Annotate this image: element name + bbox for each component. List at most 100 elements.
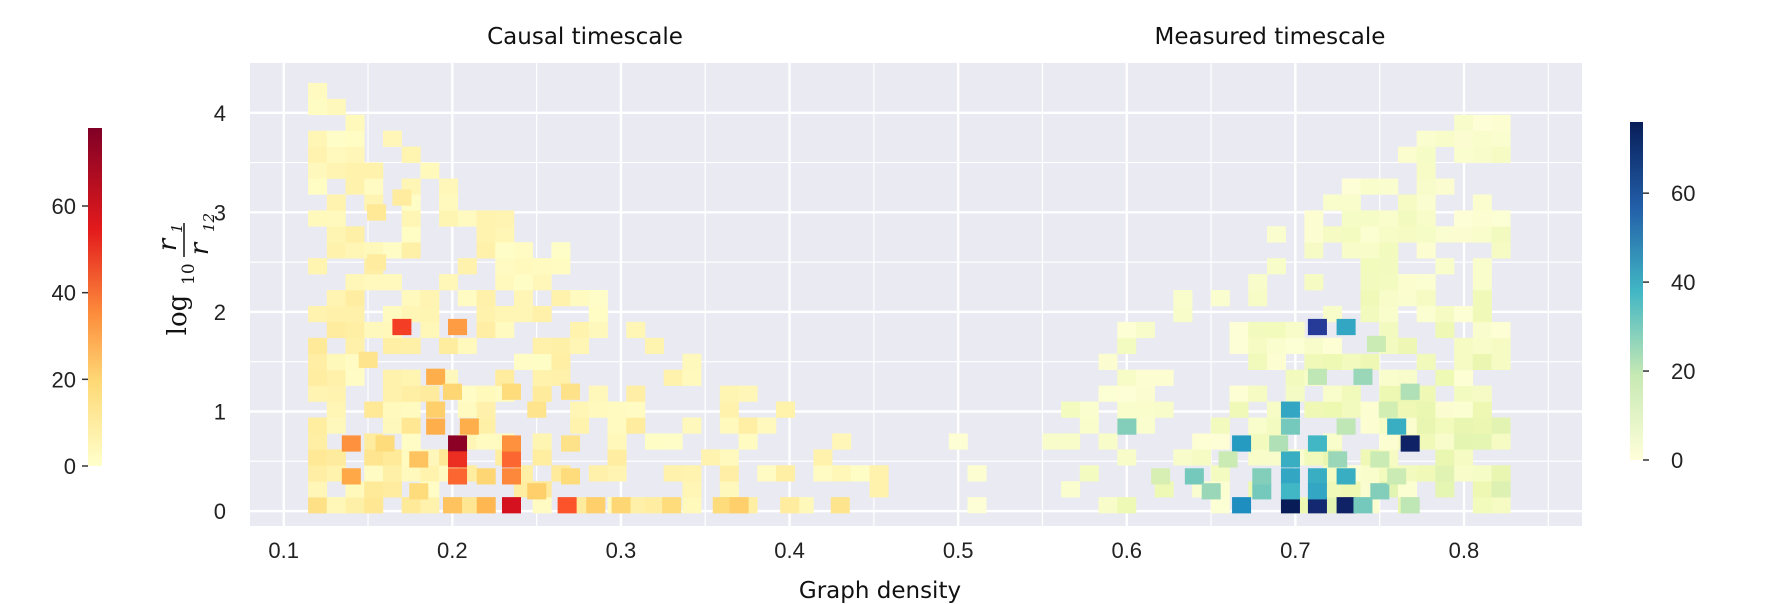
causal-cell bbox=[409, 451, 429, 468]
measured-cell bbox=[1360, 274, 1380, 291]
colorbar-tick-label: 0 bbox=[64, 454, 76, 479]
measured-cell bbox=[1360, 353, 1380, 370]
causal-cell bbox=[345, 305, 365, 323]
causal-cell bbox=[308, 497, 328, 514]
causal-cell bbox=[532, 353, 552, 370]
causal-cell bbox=[869, 481, 889, 498]
causal-cell bbox=[364, 497, 384, 514]
measured-cell bbox=[1454, 385, 1474, 402]
svg-text:log: log bbox=[163, 295, 193, 336]
causal-cell bbox=[719, 465, 739, 482]
causal-cell bbox=[426, 418, 446, 435]
causal-cell bbox=[457, 258, 477, 275]
measured-cell bbox=[1454, 369, 1474, 386]
causal-cell bbox=[326, 194, 346, 211]
measured-cell bbox=[1397, 401, 1417, 418]
causal-cell bbox=[409, 483, 429, 500]
causal-cell bbox=[757, 465, 777, 482]
measured-cell bbox=[1323, 433, 1343, 450]
causal-cell bbox=[420, 385, 440, 402]
measured-cell bbox=[1472, 210, 1492, 227]
measured-cell bbox=[1416, 353, 1436, 370]
causal-cell bbox=[644, 497, 664, 514]
measured-cell bbox=[1491, 130, 1511, 147]
measured-cell bbox=[1341, 178, 1361, 195]
measured-cell bbox=[1416, 465, 1436, 482]
measured-cell bbox=[1472, 417, 1492, 434]
causal-cell bbox=[375, 435, 395, 452]
causal-cell bbox=[588, 305, 608, 323]
causal-cell bbox=[682, 465, 702, 482]
y-tick-label: 4 bbox=[214, 101, 226, 126]
causal-cell bbox=[308, 130, 328, 147]
measured-cell bbox=[1210, 433, 1230, 450]
measured-cell bbox=[1397, 481, 1417, 498]
measured-cell bbox=[1285, 385, 1305, 402]
causal-cell bbox=[588, 321, 608, 339]
causal-cell bbox=[551, 337, 571, 355]
causal-cell bbox=[794, 497, 814, 514]
measured-cell bbox=[1454, 337, 1474, 355]
measured-cell bbox=[1400, 497, 1420, 514]
measured-cell bbox=[1454, 210, 1474, 227]
causal-cell bbox=[345, 114, 365, 132]
causal-cell bbox=[780, 497, 800, 514]
causal-cell bbox=[326, 242, 346, 259]
causal-cell bbox=[364, 465, 384, 482]
causal-cell bbox=[345, 178, 365, 195]
y-tick-label: 1 bbox=[214, 399, 226, 424]
measured-cell bbox=[1323, 337, 1343, 355]
causal-cell bbox=[738, 385, 758, 402]
causal-cell bbox=[459, 418, 479, 435]
causal-cell bbox=[448, 451, 468, 468]
causal-cell bbox=[364, 449, 384, 466]
measured-cell bbox=[1454, 449, 1474, 466]
measured-cell bbox=[1435, 258, 1455, 275]
causal-cell bbox=[476, 210, 496, 227]
causal-cell bbox=[513, 353, 533, 370]
measured-cell bbox=[1248, 417, 1268, 434]
causal-cell bbox=[326, 369, 346, 386]
causal-cell bbox=[345, 242, 365, 259]
measured-cell bbox=[1353, 368, 1373, 385]
causal-cell bbox=[682, 497, 702, 514]
causal-cell bbox=[813, 449, 833, 466]
causal-cell bbox=[326, 210, 346, 227]
measured-cell bbox=[1304, 353, 1324, 370]
measured-cell bbox=[1098, 497, 1118, 514]
causal-cell bbox=[308, 258, 328, 275]
causal-cell bbox=[527, 483, 547, 500]
measured-cell bbox=[1280, 401, 1300, 418]
causal-cell bbox=[326, 401, 346, 418]
causal-cell bbox=[326, 162, 346, 179]
causal-cell bbox=[560, 435, 581, 452]
measured-cell bbox=[1472, 114, 1492, 132]
measured-cell bbox=[1307, 497, 1327, 514]
measured-cell bbox=[1491, 114, 1511, 132]
causal-cell bbox=[570, 337, 590, 355]
measured-cell bbox=[1472, 337, 1492, 355]
causal-cell bbox=[495, 274, 515, 291]
svg-text:r: r bbox=[153, 237, 183, 251]
causal-cell bbox=[551, 290, 571, 307]
measured-cell bbox=[1360, 417, 1380, 434]
causal-cell bbox=[401, 433, 421, 450]
measured-cell bbox=[1454, 417, 1474, 434]
causal-cell bbox=[326, 385, 346, 402]
causal-cell bbox=[326, 321, 346, 339]
causal-cell bbox=[439, 337, 459, 355]
causal-cell bbox=[457, 210, 477, 227]
causal-cell bbox=[588, 465, 608, 482]
measured-cell bbox=[1248, 274, 1268, 291]
causal-cell bbox=[345, 321, 365, 339]
causal-cell bbox=[476, 290, 496, 307]
colorbar-causal-ticks: 0 20 40 60 bbox=[52, 194, 88, 479]
causal-cell bbox=[382, 401, 402, 418]
measured-cell bbox=[1454, 401, 1474, 418]
measured-cell bbox=[1454, 433, 1474, 450]
measured-cell bbox=[1435, 465, 1455, 482]
causal-cell bbox=[588, 290, 608, 307]
measured-cell bbox=[1454, 305, 1474, 323]
causal-cell bbox=[626, 321, 646, 339]
